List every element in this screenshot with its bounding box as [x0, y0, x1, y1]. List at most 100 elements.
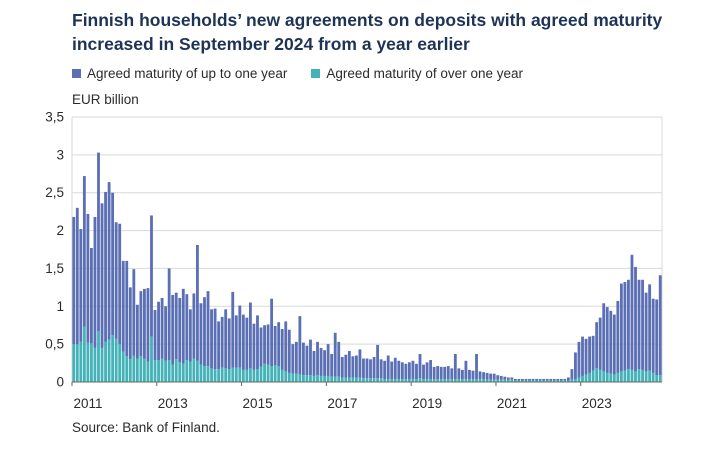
bar-up-to-one-year — [309, 339, 312, 376]
bar-over-one-year — [97, 331, 100, 382]
bar-over-one-year — [277, 366, 281, 382]
legend-item-long: Agreed maturity of over one year — [311, 66, 523, 81]
bar-over-one-year — [294, 373, 298, 382]
bar-up-to-one-year — [196, 244, 199, 361]
bar-up-to-one-year — [143, 288, 146, 359]
bar-over-one-year — [107, 339, 111, 382]
bar-over-one-year — [538, 380, 542, 382]
bar-up-to-one-year — [263, 325, 266, 364]
bar-over-one-year — [153, 360, 157, 382]
bar-up-to-one-year — [280, 329, 284, 370]
bar-up-to-one-year — [535, 378, 538, 381]
bar-up-to-one-year — [577, 341, 581, 378]
bar-over-one-year — [344, 377, 348, 382]
bar-up-to-one-year — [379, 359, 383, 379]
bar-up-to-one-year — [340, 357, 344, 378]
bar-up-to-one-year — [146, 288, 150, 362]
bar-over-one-year — [238, 367, 242, 382]
bar-over-one-year — [256, 369, 259, 382]
bar-up-to-one-year — [436, 366, 440, 379]
bar-up-to-one-year — [245, 317, 249, 370]
bar-up-to-one-year — [521, 378, 524, 381]
bar-up-to-one-year — [114, 222, 118, 339]
bar-over-one-year — [157, 360, 160, 382]
bar-over-one-year — [111, 335, 115, 382]
bar-over-one-year — [309, 375, 312, 382]
bar-up-to-one-year — [471, 370, 475, 379]
bar-up-to-one-year — [503, 376, 507, 380]
bar-up-to-one-year — [323, 350, 327, 376]
bar-up-to-one-year — [125, 260, 129, 357]
bar-up-to-one-year — [206, 291, 210, 367]
bar-up-to-one-year — [259, 327, 263, 367]
bar-up-to-one-year — [217, 321, 221, 370]
bar-up-to-one-year — [453, 353, 457, 379]
bar-up-to-one-year — [273, 325, 277, 366]
bar-up-to-one-year — [301, 342, 305, 376]
bar-over-one-year — [446, 378, 450, 382]
bar-over-one-year — [347, 377, 351, 382]
bar-over-one-year — [542, 380, 546, 382]
bar-over-one-year — [185, 360, 189, 382]
bar-over-one-year — [464, 378, 468, 382]
bar-over-one-year — [506, 379, 510, 382]
y-tick-label: 0,5 — [45, 337, 64, 352]
bar-over-one-year — [104, 341, 107, 382]
bar-up-to-one-year — [411, 360, 415, 379]
bar-over-one-year — [75, 344, 79, 382]
bar-up-to-one-year — [312, 350, 316, 376]
bar-up-to-one-year — [478, 371, 482, 379]
bar-up-to-one-year — [333, 332, 337, 377]
bar-over-one-year — [612, 374, 616, 382]
bar-over-one-year — [634, 371, 637, 382]
bar-up-to-one-year — [464, 360, 468, 379]
bar-up-to-one-year — [542, 378, 546, 381]
bar-over-one-year — [146, 361, 150, 382]
bar-over-one-year — [139, 356, 143, 382]
bar-up-to-one-year — [528, 378, 531, 381]
bar-over-one-year — [475, 378, 478, 382]
bar-over-one-year — [407, 378, 411, 382]
bar-over-one-year — [270, 366, 274, 382]
bar-up-to-one-year — [397, 360, 401, 379]
bar-over-one-year — [135, 358, 139, 382]
bar-up-to-one-year — [104, 191, 107, 342]
bar-up-to-one-year — [171, 294, 175, 365]
bar-over-one-year — [595, 368, 599, 382]
bar-up-to-one-year — [506, 377, 510, 380]
bar-up-to-one-year — [517, 378, 521, 381]
bar-up-to-one-year — [90, 247, 93, 344]
bar-up-to-one-year — [365, 358, 369, 379]
bar-up-to-one-year — [354, 355, 358, 378]
bar-over-one-year — [443, 378, 447, 382]
bar-over-one-year — [425, 378, 429, 382]
bar-up-to-one-year — [150, 215, 153, 337]
bar-over-one-year — [619, 371, 623, 382]
bar-over-one-year — [199, 364, 203, 382]
bar-over-one-year — [591, 370, 595, 382]
bar-over-one-year — [312, 375, 316, 382]
bar-over-one-year — [249, 368, 252, 382]
bar-up-to-one-year — [376, 344, 380, 379]
bar-over-one-year — [460, 378, 464, 382]
bar-over-one-year — [362, 378, 365, 382]
bar-up-to-one-year — [188, 309, 192, 362]
bar-up-to-one-year — [658, 275, 662, 376]
bar-over-one-year — [581, 375, 584, 382]
legend: Agreed maturity of up to one year Agreed… — [72, 66, 523, 81]
bar-up-to-one-year — [79, 229, 83, 342]
x-tick-label: 2023 — [582, 396, 612, 411]
bar-up-to-one-year — [468, 369, 471, 379]
y-axis-unit: EUR billion — [72, 92, 139, 107]
bar-up-to-one-year — [203, 297, 206, 367]
bar-over-one-year — [167, 360, 171, 382]
bar-over-one-year — [319, 375, 323, 382]
bar-over-one-year — [574, 378, 577, 382]
bar-up-to-one-year — [475, 353, 478, 379]
bar-over-one-year — [411, 378, 415, 382]
bar-up-to-one-year — [347, 350, 351, 378]
bar-up-to-one-year — [210, 309, 213, 369]
bar-over-one-year — [651, 372, 655, 382]
bar-up-to-one-year — [612, 314, 616, 375]
bar-up-to-one-year — [404, 363, 408, 379]
